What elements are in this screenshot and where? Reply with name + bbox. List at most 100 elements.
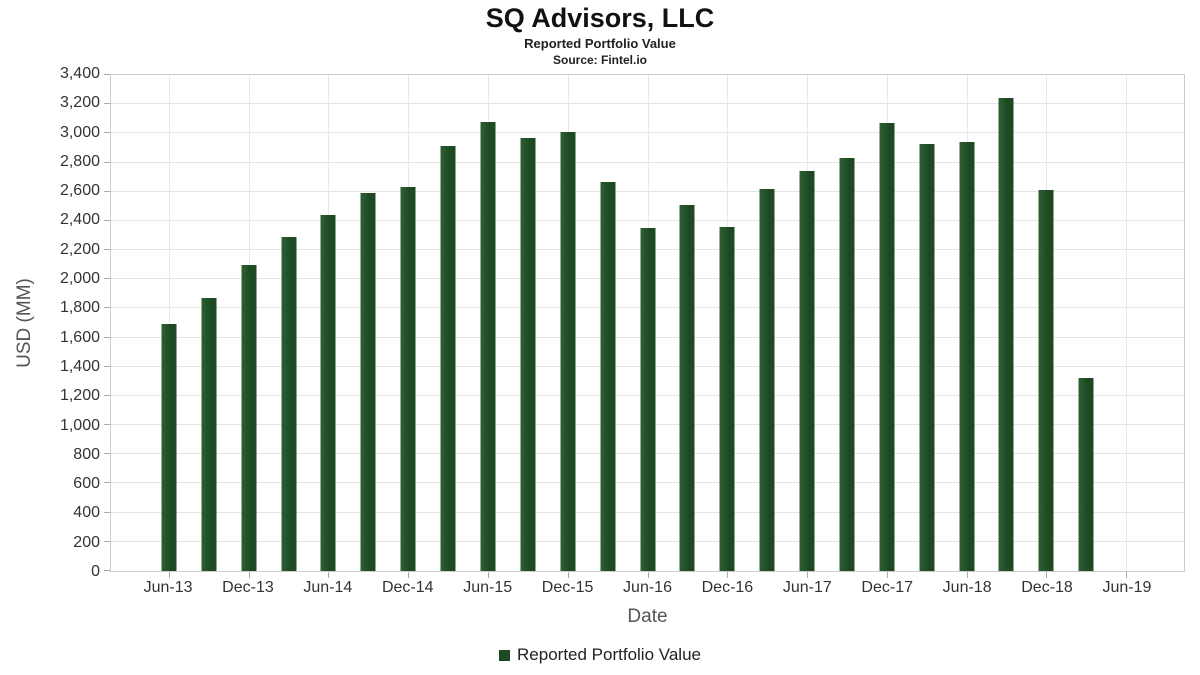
y-tick-label: 0 — [91, 563, 100, 580]
v-gridline — [168, 75, 170, 571]
y-tick-mark — [104, 424, 110, 426]
y-tick-mark — [104, 74, 110, 75]
y-tick-label: 2,600 — [59, 182, 100, 200]
bar[interactable] — [879, 123, 895, 571]
x-tick-mark — [248, 572, 250, 578]
bar[interactable] — [560, 131, 576, 571]
bar[interactable] — [719, 226, 735, 571]
bar[interactable] — [799, 171, 815, 571]
x-tick-mark — [487, 572, 489, 578]
bar[interactable] — [480, 121, 496, 571]
x-axis-tick-labels: Jun-13 Dec-13 Jun-14 Dec-14 Jun-15 Dec-15 Jun-… — [110, 579, 1185, 601]
y-tick-label: 400 — [73, 504, 100, 522]
y-tick-mark — [104, 190, 110, 192]
y-tick-mark — [104, 394, 110, 396]
x-tick-mark — [727, 572, 729, 578]
bar[interactable] — [640, 228, 655, 571]
x-tick-label: Dec-17 — [861, 579, 914, 596]
chart-title: SQ Advisors, LLC — [485, 3, 715, 33]
y-tick-label: 1,000 — [59, 416, 100, 434]
bar[interactable] — [839, 158, 855, 571]
y-tick-mark — [104, 453, 110, 455]
y-tick-mark — [104, 219, 110, 221]
bar[interactable] — [959, 142, 975, 571]
bar[interactable] — [1038, 190, 1054, 571]
y-tick-label: 2,800 — [59, 152, 100, 170]
y-tick-mark — [104, 278, 110, 280]
y-tick-mark — [104, 540, 110, 542]
x-tick-mark — [886, 572, 888, 578]
bar[interactable] — [759, 188, 775, 571]
x-tick-label: Jun-17 — [782, 579, 832, 596]
x-tick-label: Jun-13 — [143, 579, 193, 596]
y-tick-label: 3,400 — [59, 65, 100, 82]
plot-area — [104, 74, 1185, 578]
bar[interactable] — [919, 143, 935, 571]
y-tick-label: 800 — [73, 445, 100, 463]
x-tick-label: Jun-18 — [942, 579, 992, 596]
x-tick-mark — [1046, 572, 1048, 578]
x-tick-mark — [1126, 572, 1128, 578]
legend: Reported Portfolio Value — [0, 645, 1200, 665]
bar[interactable] — [1078, 378, 1094, 571]
bar[interactable] — [600, 181, 616, 571]
y-tick-label: 3,200 — [59, 94, 100, 112]
x-tick-label: Jun-16 — [623, 579, 672, 596]
x-tick-label: Dec-16 — [701, 579, 754, 596]
x-tick-label: Dec-14 — [381, 579, 434, 596]
bar[interactable] — [679, 204, 695, 571]
bar[interactable] — [360, 193, 376, 571]
y-tick-label: 1,400 — [59, 357, 100, 375]
y-tick-label: 3,000 — [59, 123, 100, 141]
y-tick-label: 600 — [73, 475, 100, 493]
x-tick-mark — [168, 572, 170, 578]
x-tick-mark — [328, 572, 330, 578]
x-tick-mark — [567, 572, 569, 578]
y-tick-mark — [104, 161, 110, 163]
x-tick-label: Jun-19 — [1102, 579, 1152, 596]
x-tick-mark — [408, 572, 410, 578]
bar[interactable] — [161, 324, 177, 571]
x-tick-label: Dec-13 — [222, 579, 274, 596]
y-tick-label: 2,200 — [59, 240, 100, 258]
x-tick-label: Jun-14 — [303, 579, 353, 596]
bar[interactable] — [320, 215, 336, 571]
y-tick-mark — [104, 336, 110, 338]
x-tick-label: Jun-15 — [463, 579, 513, 596]
y-tick-label: 1,600 — [59, 328, 100, 346]
x-tick-mark — [966, 572, 968, 578]
legend-item-portfolio-value[interactable]: Reported Portfolio Value — [499, 645, 701, 665]
chart-subtitle: Reported Portfolio Value — [524, 36, 676, 51]
y-tick-mark — [104, 570, 110, 571]
y-tick-label: 2,400 — [59, 211, 100, 229]
bar[interactable] — [281, 236, 297, 571]
y-tick-label: 1,200 — [59, 387, 100, 405]
legend-marker-icon — [499, 650, 511, 661]
y-tick-label: 2,000 — [59, 270, 100, 288]
v-gridline — [1126, 75, 1128, 571]
y-tick-mark — [104, 307, 110, 309]
bar[interactable] — [400, 187, 416, 571]
bar[interactable] — [440, 146, 456, 571]
y-tick-mark — [104, 511, 110, 513]
bar[interactable] — [241, 264, 257, 571]
x-tick-label: Dec-15 — [541, 579, 594, 596]
x-tick-mark — [807, 572, 809, 578]
y-tick-label: 1,800 — [59, 299, 100, 317]
y-tick-mark — [104, 482, 110, 484]
x-tick-label: Dec-18 — [1021, 579, 1073, 596]
bar[interactable] — [998, 98, 1014, 571]
x-tick-mark — [647, 572, 649, 578]
y-tick-mark — [104, 365, 110, 367]
y-tick-label: 200 — [73, 533, 100, 551]
x-axis-title: Date — [627, 606, 668, 627]
y-tick-mark — [104, 132, 110, 134]
y-tick-mark — [104, 103, 110, 105]
legend-label: Reported Portfolio Value — [517, 645, 701, 664]
y-tick-mark — [104, 249, 110, 251]
y-axis-tick-labels: 0 200 400 600 800 1,000 1,200 1,400 1,600 1,800 2,… — [0, 65, 100, 580]
bar[interactable] — [201, 298, 217, 571]
bar[interactable] — [520, 137, 536, 571]
chart-source: Source: Fintel.io — [552, 53, 647, 67]
